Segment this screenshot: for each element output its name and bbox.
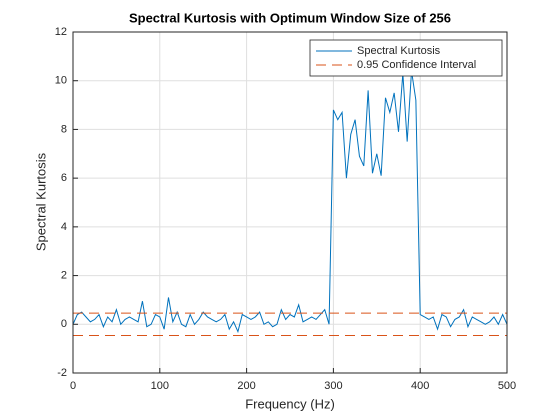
y-tick-label: 6 bbox=[61, 172, 67, 184]
x-tick-label: 400 bbox=[411, 380, 429, 392]
y-axis-label: Spectral Kurtosis bbox=[33, 152, 48, 251]
y-tick-label: 8 bbox=[61, 123, 67, 135]
x-tick-label: 0 bbox=[70, 380, 76, 392]
x-tick-label: 200 bbox=[237, 380, 255, 392]
y-tick-label: 2 bbox=[61, 269, 67, 281]
x-tick-label: 300 bbox=[324, 380, 342, 392]
x-tick-label: 500 bbox=[498, 380, 516, 392]
y-tick-label: 4 bbox=[61, 221, 67, 233]
legend-label: 0.95 Confidence Interval bbox=[357, 59, 476, 71]
legend-label: Spectral Kurtosis bbox=[357, 45, 441, 57]
y-tick-label: -2 bbox=[57, 367, 67, 379]
series-line bbox=[72, 70, 508, 334]
legend-box bbox=[309, 39, 503, 77]
plot-frame bbox=[72, 31, 508, 374]
x-tick-label: 100 bbox=[151, 380, 169, 392]
y-tick-label: 0 bbox=[61, 318, 67, 330]
y-tick-label: 10 bbox=[55, 75, 67, 87]
y-tick-label: 12 bbox=[55, 26, 67, 38]
chart-title: Spectral Kurtosis with Optimum Window Si… bbox=[129, 10, 451, 25]
x-axis-label: Frequency (Hz) bbox=[245, 396, 335, 411]
